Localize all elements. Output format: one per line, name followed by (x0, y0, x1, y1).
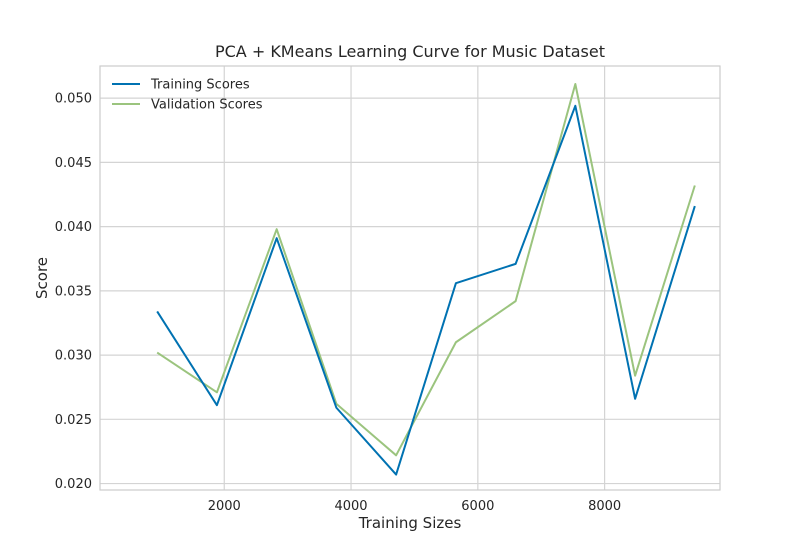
y-tick-label: 0.020 (55, 477, 92, 492)
y-tick-label: 0.025 (55, 413, 92, 428)
x-tick-label: 6000 (461, 499, 494, 514)
legend: Training Scores Validation Scores (112, 78, 263, 113)
x-tick-label: 2000 (208, 499, 241, 514)
x-axis-label: Training Sizes (358, 514, 462, 532)
x-tick-label: 8000 (588, 499, 621, 514)
plot-area (100, 66, 720, 490)
x-axis-ticks: 2000 4000 6000 8000 (208, 499, 621, 514)
y-tick-label: 0.045 (55, 156, 92, 171)
y-tick-label: 0.040 (55, 220, 92, 235)
grid-lines (100, 66, 720, 490)
y-tick-label: 0.035 (55, 284, 92, 299)
plot-frame (99, 65, 721, 491)
validation-scores-line (156, 82, 696, 457)
legend-label-training-scores: Training Scores (150, 78, 250, 93)
y-tick-label: 0.030 (55, 349, 92, 364)
legend-label-validation-scores: Validation Scores (151, 98, 263, 113)
y-tick-label: 0.050 (55, 92, 92, 107)
y-axis-label: Score (33, 257, 51, 299)
series-lines (156, 82, 696, 476)
chart-title: PCA + KMeans Learning Curve for Music Da… (215, 42, 605, 61)
training-scores-line (156, 104, 696, 476)
x-tick-label: 4000 (334, 499, 367, 514)
y-axis-ticks: 0.020 0.025 0.030 0.035 0.040 0.045 0.050 (55, 92, 92, 492)
